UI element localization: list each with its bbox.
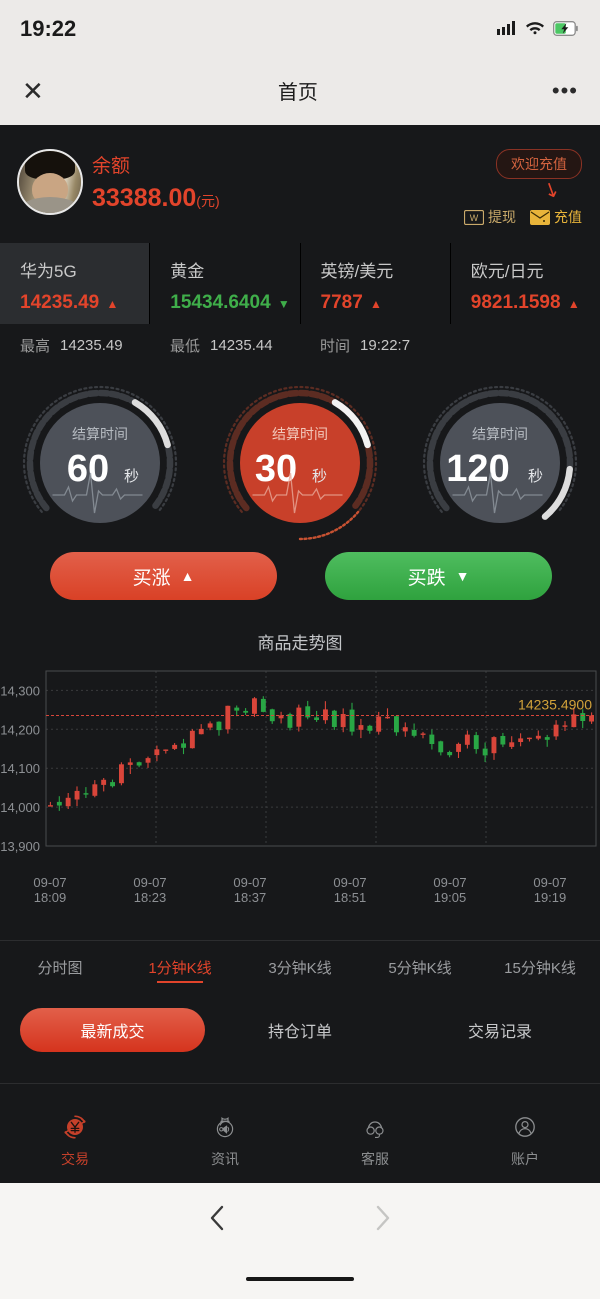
svg-text:30: 30 xyxy=(255,448,297,490)
svg-text:14,000: 14,000 xyxy=(0,800,40,815)
svg-text:秒: 秒 xyxy=(124,468,139,485)
svg-text:秒: 秒 xyxy=(528,468,543,485)
svg-text:结算时间: 结算时间 xyxy=(72,426,128,442)
svg-text:W: W xyxy=(470,213,479,223)
svg-text:结算时间: 结算时间 xyxy=(472,426,528,442)
svg-text:14,200: 14,200 xyxy=(0,722,40,737)
svg-text:13,900: 13,900 xyxy=(0,839,40,854)
svg-text:结算时间: 结算时间 xyxy=(272,426,328,442)
svg-text:14,100: 14,100 xyxy=(0,761,40,776)
svg-text:14235.4900: 14235.4900 xyxy=(518,697,592,713)
svg-text:秒: 秒 xyxy=(312,468,327,485)
svg-text:14,300: 14,300 xyxy=(0,683,40,698)
svg-text:120: 120 xyxy=(446,448,509,490)
